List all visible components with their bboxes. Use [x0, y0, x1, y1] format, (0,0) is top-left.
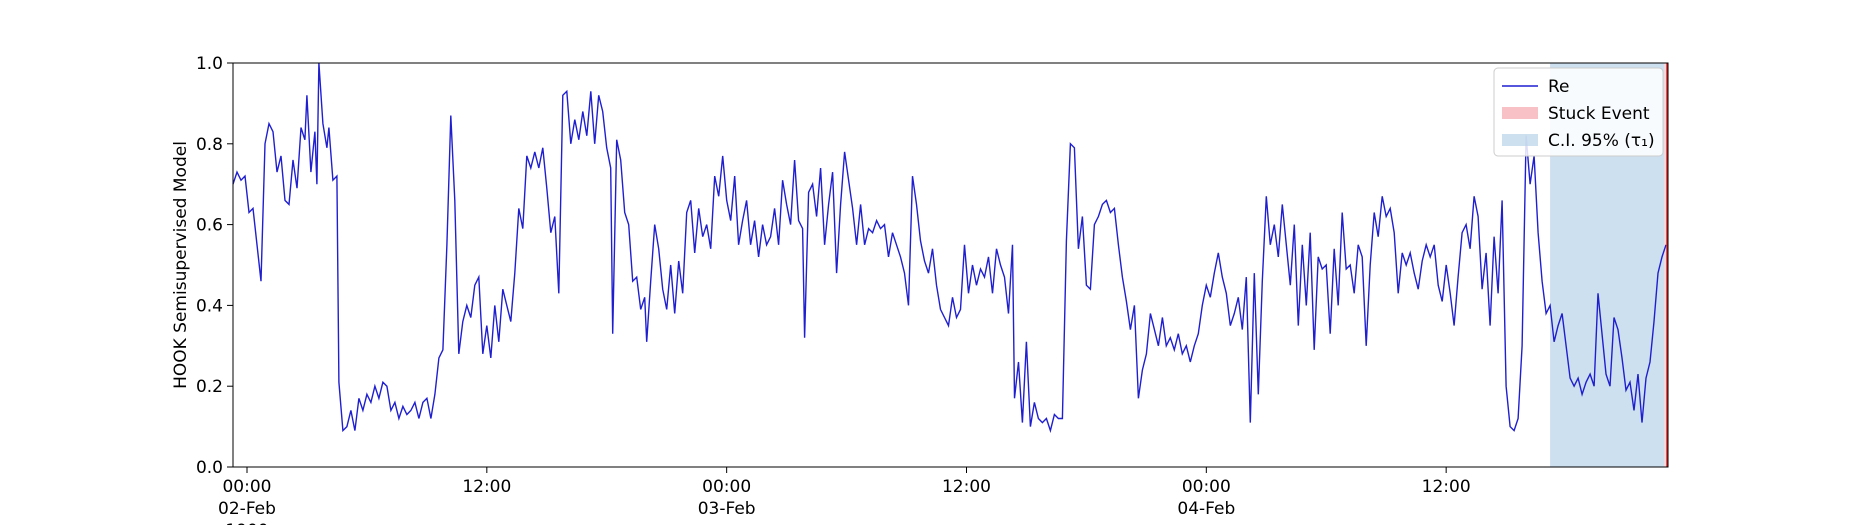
x-tick-label: 00:00 [222, 477, 271, 497]
legend-label: Stuck Event [1548, 104, 1650, 124]
y-axis: 0.0 0.2 0.4 0.6 0.8 1.0 [196, 54, 233, 478]
y-tick-label: 0.0 [196, 458, 223, 478]
y-axis-label: HOOK Semisupervised Model [171, 141, 191, 389]
x-axis: 00:0002-Feb190012:0000:0003-Feb12:0000:0… [218, 467, 1471, 525]
x-tick-label: 1900 [225, 521, 268, 525]
y-tick-label: 1.0 [196, 54, 223, 74]
span-1 [1664, 63, 1668, 467]
x-tick-label: 04-Feb [1177, 499, 1235, 519]
plot-frame [232, 62, 1669, 468]
y-tick-label: 0.2 [196, 377, 223, 397]
y-tick-label: 0.8 [196, 135, 223, 155]
x-tick-label: 00:00 [702, 477, 751, 497]
legend-label: Re [1548, 77, 1570, 97]
x-tick-label: 12:00 [462, 477, 511, 497]
x-tick-label: 03-Feb [698, 499, 756, 519]
x-tick-label: 02-Feb [218, 499, 276, 519]
y-tick-label: 0.4 [196, 296, 223, 316]
x-tick-label: 00:00 [1182, 477, 1231, 497]
series-line-re [232, 62, 1667, 434]
legend-swatch [1502, 134, 1538, 146]
y-tick-label: 0.6 [196, 216, 223, 236]
legend-label: C.I. 95% (τ₁) [1548, 131, 1655, 151]
legend: Re Stuck Event C.I. 95% (τ₁) [1493, 67, 1664, 157]
x-tick-label: 12:00 [942, 477, 991, 497]
legend-swatch [1502, 107, 1538, 119]
x-tick-label: 12:00 [1422, 477, 1471, 497]
